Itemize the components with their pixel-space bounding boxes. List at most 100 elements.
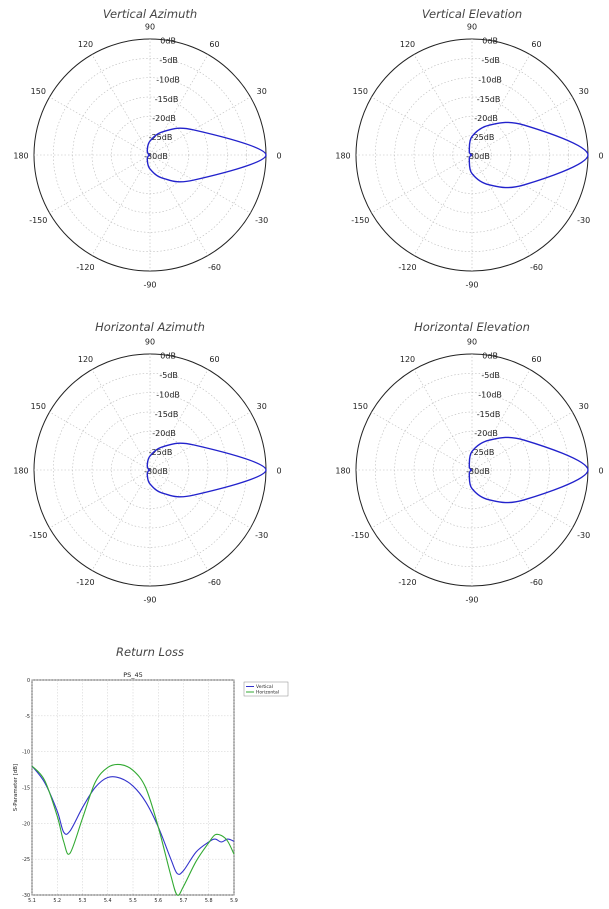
angle-tick-label: 90: [467, 338, 477, 347]
polar-spoke: [91, 154, 151, 256]
polar-spoke: [149, 154, 251, 214]
polar-series-line: [146, 127, 267, 183]
polar-spoke: [149, 469, 251, 529]
radial-tick-label: -15dB: [155, 410, 179, 419]
angle-tick-label: -60: [530, 263, 543, 272]
polar-spoke: [49, 411, 151, 471]
y-tick-label: -5: [25, 714, 30, 720]
y-tick-label: -15: [22, 786, 30, 792]
polar-chart: 0 30 60 90 120 150 180 -150 -120 -90 -60 -30 0dB -5dB…: [335, 23, 603, 290]
angle-tick-label: 0: [276, 152, 281, 161]
radial-tick-label: -5dB: [481, 371, 500, 380]
legend-box: [243, 681, 289, 697]
radial-tick-label: -20dB: [474, 429, 498, 438]
angle-tick-label: -30: [255, 531, 268, 540]
x-tick-label: 5.6: [154, 898, 162, 904]
radial-tick-label: -10dB: [478, 391, 502, 400]
angle-tick-label: 90: [467, 23, 477, 32]
x-tick-label: 5.1: [28, 898, 36, 904]
angle-tick-label: -90: [465, 281, 478, 290]
angle-tick-label: -120: [398, 578, 416, 587]
radial-tick-label: 0dB: [160, 37, 176, 46]
radial-tick-label: -10dB: [156, 391, 180, 400]
polar-series-line: [146, 442, 267, 498]
angle-tick-label: -120: [76, 578, 94, 587]
polar-series-line: [468, 436, 589, 504]
polar-grid-ring: [375, 373, 569, 567]
angle-tick-label: 150: [31, 87, 46, 96]
polar-grid-ring: [53, 373, 247, 567]
x-tick-label: 5.5: [129, 898, 137, 904]
line-chart: PS_45 5.1 5.2 5.3 5.4 5.5 5.6 5.7 5.8 5.9 0 -5 -10 -1…: [13, 671, 289, 909]
x-tick-label: 5.7: [180, 898, 188, 904]
angle-tick-label: 30: [579, 402, 589, 411]
series-line-horizontal: [31, 763, 235, 896]
polar-chart: 0 30 60 90 120 150 180 -150 -120 -90 -60 -30 0dB -5dB…: [13, 338, 281, 605]
radial-tick-label: -20dB: [474, 114, 498, 123]
angle-tick-label: 120: [400, 40, 415, 49]
angle-tick-label: 60: [531, 355, 541, 364]
angle-tick-label: 180: [335, 467, 350, 476]
chart-title: Horizontal Elevation: [414, 320, 530, 334]
angle-tick-label: -120: [76, 263, 94, 272]
radial-tick-label: -15dB: [477, 410, 501, 419]
angle-tick-label: -90: [143, 281, 156, 290]
x-tick-label: 5.4: [104, 898, 112, 904]
angle-tick-label: -150: [351, 216, 369, 225]
polar-spoke: [413, 154, 473, 256]
angle-tick-label: 150: [31, 402, 46, 411]
angle-tick-label: 30: [579, 87, 589, 96]
x-tick-label: 5.8: [205, 898, 213, 904]
x-tick-label: 5.9: [230, 898, 238, 904]
chart-title: Horizontal Azimuth: [95, 320, 205, 334]
angle-tick-label: 60: [531, 40, 541, 49]
polar-grid-ring: [413, 411, 531, 529]
x-tick-label: 5.2: [53, 898, 61, 904]
polar-spoke: [371, 411, 473, 471]
return-loss-panel: Return Loss PS_45 5.1 5.2 5.3 5.4 5.5 5.6 5.7 5.…: [0, 640, 300, 909]
radial-tick-label: -15dB: [477, 95, 501, 104]
radial-tick-label: -5dB: [481, 56, 500, 65]
angle-tick-label: 180: [13, 152, 28, 161]
angle-tick-label: 30: [257, 402, 267, 411]
chart-title: Vertical Elevation: [421, 7, 523, 21]
chart-title: Vertical Azimuth: [102, 7, 198, 21]
polar-grid-ring: [413, 96, 531, 214]
radial-tick-label: -25dB: [149, 448, 173, 457]
angle-tick-label: 60: [209, 355, 219, 364]
polar-chart: 0 30 60 90 120 150 180 -150 -120 -90 -60 -30 0dB -5dB…: [13, 23, 281, 290]
angle-tick-label: -150: [351, 531, 369, 540]
polar-grid-ring: [53, 58, 247, 252]
angle-tick-label: 90: [145, 23, 155, 32]
polar-grid-ring: [375, 58, 569, 252]
angle-tick-label: -60: [208, 263, 221, 272]
angle-tick-label: 180: [335, 152, 350, 161]
angle-tick-label: -30: [255, 216, 268, 225]
y-tick-label: 0: [27, 678, 30, 684]
polar-panel-horizontal-elevation: Horizontal Elevation 0 30 60 90 120 150 180 -15…: [322, 320, 609, 625]
polar-spoke: [49, 96, 151, 156]
angle-tick-label: -150: [29, 531, 47, 540]
radial-tick-label: 0dB: [482, 37, 498, 46]
angle-tick-label: 0: [598, 152, 603, 161]
series-line-vertical: [31, 765, 235, 875]
x-tick-label: 5.3: [79, 898, 87, 904]
radial-tick-label: -20dB: [152, 114, 176, 123]
radial-tick-label: -30dB: [466, 152, 490, 161]
polar-spoke: [91, 469, 151, 571]
angle-tick-label: 30: [257, 87, 267, 96]
radial-tick-label: -25dB: [149, 133, 173, 142]
angle-tick-label: 120: [78, 355, 93, 364]
polar-spoke: [49, 469, 151, 529]
polar-grid-ring: [91, 411, 209, 529]
polar-panel-vertical-elevation: Vertical Elevation 0 30 60 90 120 150 180 -150 -…: [322, 0, 609, 305]
chart-subtitle: PS_45: [123, 671, 143, 679]
angle-tick-label: -30: [577, 216, 590, 225]
polar-chart: 0 30 60 90 120 150 180 -150 -120 -90 -60 -30 0dB -5dB…: [335, 338, 603, 605]
polar-spoke: [371, 96, 473, 156]
y-axis-label: S-Parameter [dB]: [13, 764, 19, 811]
polar-series-line: [468, 121, 589, 189]
polar-grid-ring: [452, 135, 492, 175]
radial-tick-label: -25dB: [471, 133, 495, 142]
angle-tick-label: -60: [530, 578, 543, 587]
